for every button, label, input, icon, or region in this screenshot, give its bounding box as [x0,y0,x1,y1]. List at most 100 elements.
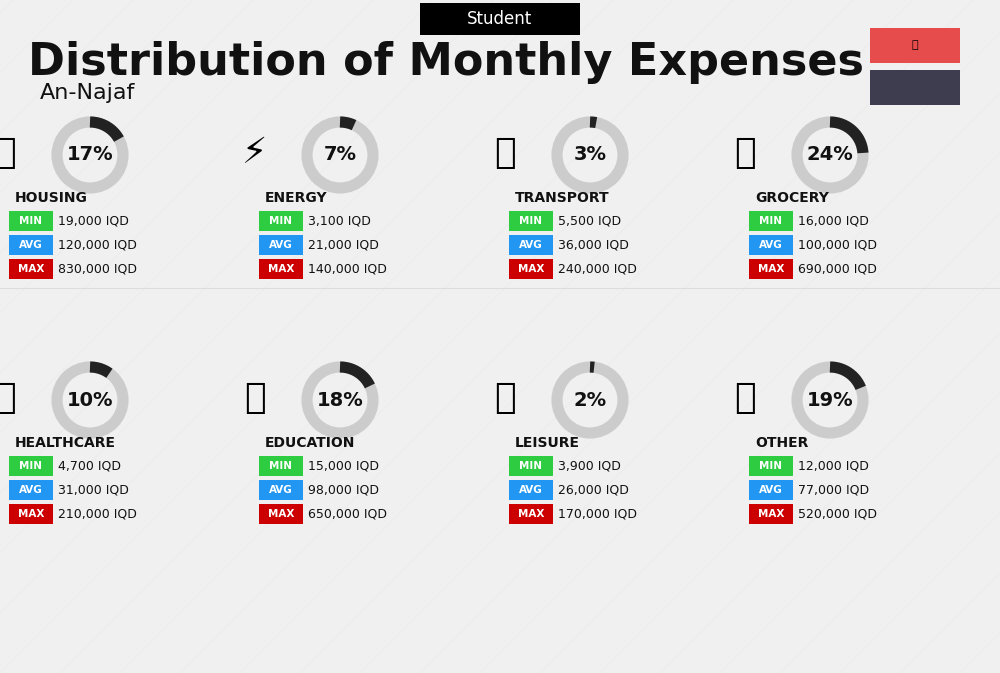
Text: Distribution of Monthly Expenses: Distribution of Monthly Expenses [28,42,864,85]
Text: 21,000 IQD: 21,000 IQD [308,238,379,252]
FancyBboxPatch shape [259,480,303,500]
Text: 🎓: 🎓 [244,381,266,415]
FancyBboxPatch shape [9,480,53,500]
Text: 10%: 10% [67,390,113,409]
Text: HOUSING: HOUSING [15,191,88,205]
Text: MAX: MAX [518,509,544,519]
Text: 210,000 IQD: 210,000 IQD [58,507,137,520]
FancyBboxPatch shape [9,211,53,231]
FancyBboxPatch shape [259,456,303,476]
FancyBboxPatch shape [509,235,553,255]
FancyBboxPatch shape [749,456,793,476]
Text: 98,000 IQD: 98,000 IQD [308,483,379,497]
Text: ⚡: ⚡ [242,136,268,170]
Text: 3%: 3% [574,145,606,164]
Text: AVG: AVG [519,485,543,495]
Text: 520,000 IQD: 520,000 IQD [798,507,877,520]
FancyBboxPatch shape [509,456,553,476]
Text: 🛍: 🛍 [494,381,516,415]
FancyBboxPatch shape [509,259,553,279]
FancyBboxPatch shape [9,504,53,524]
FancyBboxPatch shape [259,504,303,524]
FancyBboxPatch shape [259,235,303,255]
Text: 19,000 IQD: 19,000 IQD [58,215,129,227]
Text: 🛒: 🛒 [734,136,756,170]
FancyBboxPatch shape [870,70,960,105]
FancyBboxPatch shape [9,456,53,476]
Text: MIN: MIN [760,216,782,226]
Text: LEISURE: LEISURE [515,436,580,450]
Text: MIN: MIN [760,461,782,471]
Text: 🏥: 🏥 [0,381,16,415]
Text: 🏢: 🏢 [0,136,16,170]
Text: TRANSPORT: TRANSPORT [515,191,610,205]
Text: MIN: MIN [20,461,42,471]
Text: OTHER: OTHER [755,436,808,450]
Text: 170,000 IQD: 170,000 IQD [558,507,637,520]
Text: 12,000 IQD: 12,000 IQD [798,460,869,472]
FancyBboxPatch shape [509,504,553,524]
Text: 36,000 IQD: 36,000 IQD [558,238,629,252]
Text: AVG: AVG [759,240,783,250]
Text: HEALTHCARE: HEALTHCARE [15,436,116,450]
Text: 31,000 IQD: 31,000 IQD [58,483,129,497]
Text: An-Najaf: An-Najaf [40,83,135,103]
Text: 19%: 19% [807,390,853,409]
Text: 17%: 17% [67,145,113,164]
Text: AVG: AVG [269,240,293,250]
Text: AVG: AVG [759,485,783,495]
FancyBboxPatch shape [870,28,960,63]
Text: 140,000 IQD: 140,000 IQD [308,262,387,275]
Text: 26,000 IQD: 26,000 IQD [558,483,629,497]
Text: ENERGY: ENERGY [265,191,328,205]
Text: AVG: AVG [19,485,43,495]
FancyBboxPatch shape [749,259,793,279]
Text: MAX: MAX [758,264,784,274]
Text: 18%: 18% [317,390,363,409]
Text: GROCERY: GROCERY [755,191,829,205]
Text: 24%: 24% [807,145,853,164]
Text: 15,000 IQD: 15,000 IQD [308,460,379,472]
Text: 120,000 IQD: 120,000 IQD [58,238,137,252]
FancyBboxPatch shape [9,235,53,255]
Text: MIN: MIN [520,216,542,226]
Text: 🕌: 🕌 [912,40,918,50]
FancyBboxPatch shape [749,504,793,524]
Text: 3,100 IQD: 3,100 IQD [308,215,371,227]
FancyBboxPatch shape [420,3,580,35]
Text: 2%: 2% [573,390,607,409]
Text: 5,500 IQD: 5,500 IQD [558,215,621,227]
FancyBboxPatch shape [9,259,53,279]
Text: MIN: MIN [20,216,42,226]
FancyBboxPatch shape [259,259,303,279]
Text: 💰: 💰 [734,381,756,415]
FancyBboxPatch shape [749,480,793,500]
Text: MAX: MAX [758,509,784,519]
Text: 16,000 IQD: 16,000 IQD [798,215,869,227]
Text: MIN: MIN [270,216,292,226]
Text: MAX: MAX [268,509,294,519]
FancyBboxPatch shape [749,235,793,255]
Text: 690,000 IQD: 690,000 IQD [798,262,877,275]
Text: Student: Student [467,10,533,28]
Text: MAX: MAX [18,509,44,519]
Text: 4,700 IQD: 4,700 IQD [58,460,121,472]
Text: MAX: MAX [268,264,294,274]
Text: 3,900 IQD: 3,900 IQD [558,460,621,472]
Text: 🚌: 🚌 [494,136,516,170]
Text: 240,000 IQD: 240,000 IQD [558,262,637,275]
Text: MIN: MIN [270,461,292,471]
Text: 7%: 7% [324,145,356,164]
Text: AVG: AVG [19,240,43,250]
Text: MAX: MAX [518,264,544,274]
Text: EDUCATION: EDUCATION [265,436,355,450]
FancyBboxPatch shape [509,480,553,500]
FancyBboxPatch shape [259,211,303,231]
Text: 100,000 IQD: 100,000 IQD [798,238,877,252]
FancyBboxPatch shape [509,211,553,231]
Text: 77,000 IQD: 77,000 IQD [798,483,869,497]
Text: AVG: AVG [269,485,293,495]
Text: MAX: MAX [18,264,44,274]
Text: 650,000 IQD: 650,000 IQD [308,507,387,520]
FancyBboxPatch shape [749,211,793,231]
